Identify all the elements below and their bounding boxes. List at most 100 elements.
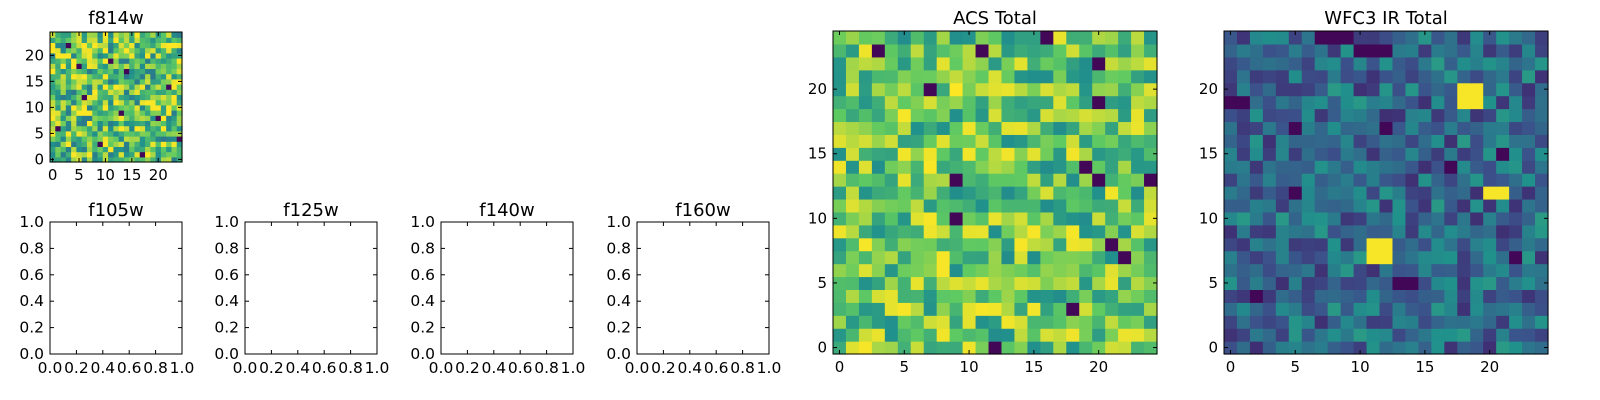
heatmap-cell xyxy=(897,56,912,71)
heatmap-cell xyxy=(1131,341,1145,355)
heatmap-cell xyxy=(1379,173,1394,187)
heatmap-cell xyxy=(975,315,990,329)
heatmap-cell xyxy=(1027,315,1041,329)
heatmap-cell xyxy=(923,276,938,290)
heatmap-cell xyxy=(1001,186,1016,200)
heatmap-cell xyxy=(1483,134,1497,148)
heatmap-cell xyxy=(1092,173,1106,187)
heatmap-cell xyxy=(1249,328,1264,342)
heatmap-cell xyxy=(166,146,173,153)
heatmap-cell xyxy=(76,73,83,80)
heatmap-cell xyxy=(1079,134,1093,148)
heatmap-cell xyxy=(1249,302,1264,316)
heatmap-cell xyxy=(123,52,130,59)
heatmap-cell xyxy=(845,276,860,290)
heatmap-cell xyxy=(1131,95,1145,110)
heatmap-cell xyxy=(1027,95,1041,110)
heatmap-cell xyxy=(76,58,83,64)
heatmap-cell xyxy=(176,32,183,38)
x-tick-label: 0.4 xyxy=(90,359,115,377)
heatmap-cell xyxy=(1092,302,1106,316)
heatmap-cell xyxy=(884,82,899,97)
heatmap-cell xyxy=(123,120,130,127)
heatmap-cell xyxy=(1509,147,1523,161)
heatmap-cell xyxy=(1418,95,1432,110)
heatmap-cell xyxy=(97,68,104,75)
heatmap-cell xyxy=(1340,121,1355,135)
heatmap-cell xyxy=(845,250,860,265)
heatmap-cell xyxy=(1314,211,1329,226)
heatmap-cell xyxy=(1288,108,1303,123)
heatmap-cell xyxy=(1118,121,1132,135)
heatmap-cell xyxy=(50,42,56,49)
heatmap-cell xyxy=(1366,186,1381,200)
heatmap-cell xyxy=(949,82,964,97)
x-tick-label: 0.0 xyxy=(625,359,650,377)
heatmap-cell xyxy=(86,104,93,111)
heatmap-cell xyxy=(71,78,77,85)
heatmap-cell xyxy=(1105,173,1119,187)
heatmap-cell xyxy=(858,224,873,239)
heatmap-cell xyxy=(1053,147,1067,161)
heatmap-cell xyxy=(134,32,141,38)
heatmap-cell xyxy=(1288,302,1303,316)
heatmap-cell xyxy=(1405,315,1419,329)
heatmap-cell xyxy=(949,95,964,110)
heatmap-cell xyxy=(160,125,167,132)
heatmap-cell xyxy=(884,211,899,226)
heatmap-cell xyxy=(1224,276,1238,290)
heatmap-cell xyxy=(1366,224,1381,239)
heatmap-cell xyxy=(949,134,964,148)
heatmap-cell xyxy=(1457,276,1471,290)
heatmap-cell xyxy=(1053,121,1067,135)
heatmap-cell xyxy=(92,141,99,147)
heatmap-cell xyxy=(988,108,1003,123)
heatmap-cell xyxy=(145,52,151,59)
acs-total-heatmap-cells xyxy=(833,31,1158,355)
heatmap-cell xyxy=(910,250,925,265)
heatmap-cell xyxy=(71,84,77,90)
heatmap-cell xyxy=(833,43,847,58)
heatmap-cell xyxy=(1522,173,1536,187)
y-tick-label: 15 xyxy=(1199,145,1218,163)
heatmap-cell xyxy=(923,31,938,45)
heatmap-cell xyxy=(1353,341,1368,355)
heatmap-cell xyxy=(1470,31,1484,45)
heatmap-cell xyxy=(81,110,88,116)
heatmap-cell xyxy=(123,94,130,101)
heatmap-cell xyxy=(113,84,120,90)
heatmap-cell xyxy=(76,42,83,49)
heatmap-cell xyxy=(55,68,62,75)
heatmap-cell xyxy=(113,115,120,121)
heatmap-cell xyxy=(160,146,167,153)
heatmap-cell xyxy=(1379,69,1394,84)
heatmap-cell xyxy=(962,56,977,71)
heatmap-cell xyxy=(1327,82,1342,97)
heatmap-cell xyxy=(1027,341,1041,355)
heatmap-cell xyxy=(1262,95,1277,110)
heatmap-cell xyxy=(1405,31,1419,45)
heatmap-cell xyxy=(1105,186,1119,200)
heatmap-cell xyxy=(86,73,93,80)
heatmap-cell xyxy=(1535,224,1549,239)
heatmap-cell xyxy=(150,42,157,49)
heatmap-cell xyxy=(1301,250,1316,265)
heatmap-cell xyxy=(1236,160,1251,174)
heatmap-cell xyxy=(118,120,125,127)
heatmap-cell xyxy=(86,125,93,132)
heatmap-cell xyxy=(150,37,157,43)
heatmap-cell xyxy=(123,130,130,137)
x-tick-label: 0 xyxy=(1226,358,1236,376)
f140w-ticks: 0.0 0.2 0.4 0.6 0.8 1.00.00.20.40.60.81.0 xyxy=(410,213,585,377)
heatmap-cell xyxy=(129,115,136,121)
heatmap-cell xyxy=(1470,289,1484,303)
x-tick-label: 5 xyxy=(1291,358,1301,376)
heatmap-cell xyxy=(936,31,951,45)
heatmap-cell xyxy=(1431,250,1445,265)
heatmap-cell xyxy=(123,68,130,75)
heatmap-cell xyxy=(145,146,151,153)
heatmap-cell xyxy=(171,120,178,127)
heatmap-cell xyxy=(845,147,860,161)
heatmap-cell xyxy=(897,315,912,329)
heatmap-cell xyxy=(1535,108,1549,123)
